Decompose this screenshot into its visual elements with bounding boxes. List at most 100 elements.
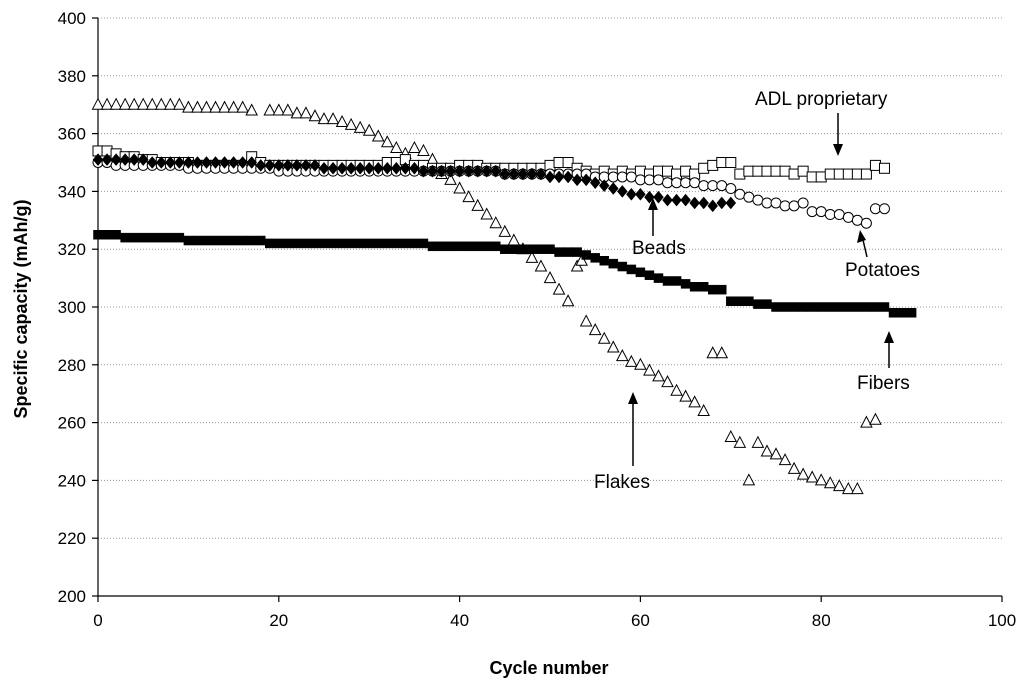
point-flakes xyxy=(561,294,575,307)
point-fibers xyxy=(283,238,293,249)
point-flakes xyxy=(290,106,304,119)
point-beads xyxy=(92,153,104,167)
point-potatoes xyxy=(752,194,764,206)
point-flakes xyxy=(805,470,819,483)
point-flakes xyxy=(380,135,394,148)
point-flakes xyxy=(733,435,747,448)
point-fibers xyxy=(391,238,402,249)
point-fibers xyxy=(780,302,790,312)
point-fibers xyxy=(906,308,917,318)
point-flakes xyxy=(606,340,620,353)
annotation-fibers: Fibers xyxy=(857,331,910,394)
point-potatoes xyxy=(652,174,664,186)
x-tick-label: 40 xyxy=(450,611,469,630)
point-fibers xyxy=(93,230,103,240)
point-beads xyxy=(616,185,628,198)
point-beads xyxy=(327,161,339,175)
point-beads xyxy=(436,164,447,178)
point-beads xyxy=(644,190,655,204)
point-beads xyxy=(282,158,294,172)
point-fibers xyxy=(201,235,212,246)
point-flakes xyxy=(575,253,588,266)
point-flakes xyxy=(281,103,295,116)
point-adl-proprietary xyxy=(869,159,881,171)
point-fibers xyxy=(653,273,664,283)
point-beads xyxy=(400,161,411,175)
point-fibers xyxy=(427,241,438,252)
point-fibers xyxy=(246,235,257,246)
point-potatoes xyxy=(842,211,854,223)
point-fibers xyxy=(255,235,266,246)
point-adl-proprietary xyxy=(680,165,692,177)
point-potatoes xyxy=(707,180,719,192)
point-flakes xyxy=(145,97,159,110)
point-fibers xyxy=(717,284,727,295)
point-flakes xyxy=(860,415,873,428)
point-fibers xyxy=(174,232,185,243)
point-beads xyxy=(598,179,610,193)
y-tick-label: 220 xyxy=(58,529,86,548)
point-flakes xyxy=(498,224,512,237)
point-fibers xyxy=(599,256,609,266)
point-fibers xyxy=(635,267,646,278)
point-fibers xyxy=(454,241,465,252)
y-tick-label: 200 xyxy=(58,587,86,606)
point-fibers xyxy=(870,302,881,312)
point-flakes xyxy=(760,444,774,457)
point-fibers xyxy=(183,235,194,246)
point-fibers xyxy=(789,302,799,312)
point-fibers xyxy=(735,296,745,306)
annotation-flakes-label: Flakes xyxy=(594,472,650,493)
point-fibers xyxy=(689,282,700,292)
point-beads xyxy=(183,156,194,169)
point-adl-proprietary xyxy=(752,165,764,177)
y-tick-label: 320 xyxy=(58,240,86,259)
point-flakes xyxy=(362,123,376,136)
series-flakes xyxy=(91,97,882,495)
point-beads xyxy=(580,173,592,187)
point-beads xyxy=(535,167,547,181)
point-flakes xyxy=(335,114,349,128)
point-potatoes xyxy=(833,209,845,221)
annotation-adl: ADL proprietary xyxy=(755,89,888,156)
point-potatoes xyxy=(643,174,655,186)
point-flakes xyxy=(317,112,331,125)
point-beads xyxy=(562,170,574,184)
point-fibers xyxy=(463,241,474,252)
point-beads xyxy=(418,164,429,178)
point-flakes xyxy=(299,106,313,119)
point-fibers xyxy=(626,264,637,275)
point-potatoes xyxy=(743,191,755,203)
annotation-beads: Beads xyxy=(632,198,686,259)
annotation-potatoes-label: Potatoes xyxy=(845,260,920,281)
point-fibers xyxy=(436,241,447,252)
point-adl-proprietary xyxy=(770,165,782,177)
point-adl-proprietary xyxy=(698,162,710,174)
point-fibers xyxy=(301,238,311,249)
point-fibers xyxy=(265,238,275,249)
x-axis-title: Cycle number xyxy=(489,658,608,678)
point-flakes xyxy=(823,476,837,489)
point-fibers xyxy=(753,299,763,309)
point-beads xyxy=(526,167,538,181)
point-adl-proprietary xyxy=(734,168,746,180)
point-fibers xyxy=(228,235,239,246)
point-potatoes xyxy=(680,177,692,189)
point-fibers xyxy=(138,232,148,243)
point-fibers xyxy=(608,258,619,269)
point-beads xyxy=(463,164,474,178)
point-flakes xyxy=(742,473,756,486)
point-flakes xyxy=(661,375,674,388)
point-flakes xyxy=(525,250,539,263)
point-flakes xyxy=(109,97,123,110)
annotation-potatoes-arrow-line xyxy=(862,239,868,258)
point-flakes xyxy=(480,207,494,220)
point-fibers xyxy=(292,238,302,249)
annotation-adl-arrow-head xyxy=(833,144,843,156)
point-fibers xyxy=(563,247,573,257)
point-potatoes xyxy=(770,197,782,209)
point-flakes xyxy=(534,259,548,272)
point-flakes xyxy=(408,140,421,154)
annotation-potatoes: Potatoes xyxy=(845,230,920,281)
point-potatoes xyxy=(851,214,863,226)
